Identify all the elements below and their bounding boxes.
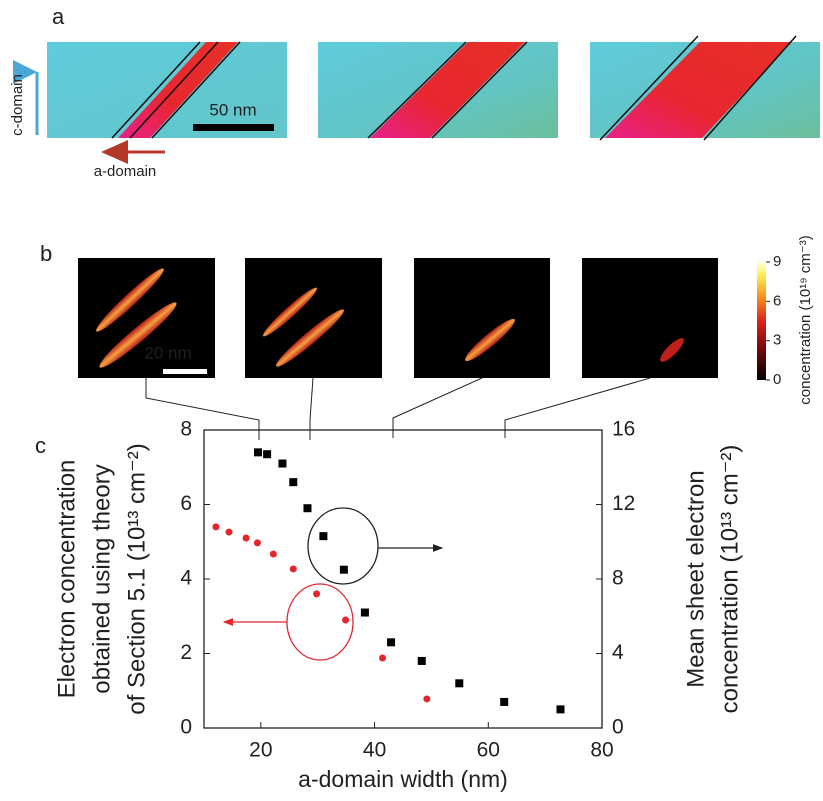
- plot-frame: [203, 429, 603, 729]
- concentration-map: [245, 258, 382, 378]
- data-point: [339, 565, 348, 574]
- y2-tick-label: 12: [612, 492, 635, 515]
- a-domain-label: a-domain: [94, 163, 157, 180]
- c-domain-label: c-domain: [9, 74, 26, 136]
- domain-wall: [111, 41, 201, 139]
- data-point: [379, 654, 387, 662]
- electron-streak: [99, 302, 177, 368]
- data-point: [360, 608, 369, 617]
- data-point: [289, 565, 297, 573]
- data-point: [313, 590, 321, 598]
- scale-label: 20 nm: [144, 343, 191, 362]
- panel-label: c: [35, 433, 46, 458]
- connectors: [145, 377, 651, 440]
- a-domain-band: [118, 42, 238, 138]
- electron-streak: [96, 268, 164, 332]
- x-tick-label: 40: [363, 739, 386, 762]
- connector: [145, 378, 260, 440]
- data-point: [254, 448, 263, 457]
- y-tick-label: 0: [180, 716, 192, 739]
- y-tick-label: 6: [180, 492, 192, 515]
- domain-wall: [151, 41, 241, 139]
- data-point: [289, 478, 298, 487]
- data-point: [417, 656, 426, 665]
- y-tick-label: 4: [180, 567, 192, 590]
- x-axis-label: a-domain width (nm): [298, 766, 508, 792]
- domain-wall: [703, 35, 797, 141]
- data-point: [242, 534, 250, 542]
- data-point: [225, 528, 233, 536]
- y2-axis-label: concentration (10¹³ cm⁻²): [716, 445, 743, 714]
- data-point: [500, 697, 509, 706]
- electron-streak: [465, 318, 515, 362]
- panel-a: 50 nm c-domain a-domain: [9, 35, 820, 180]
- y2-tick-label: 8: [612, 567, 624, 590]
- colorbar: [757, 260, 766, 380]
- domain-wall: [599, 35, 699, 141]
- panel-label: a: [52, 4, 65, 29]
- y-axis-label: of Section 5.1 (10¹³ cm⁻²): [123, 443, 150, 714]
- colorbar-label: concentration (10¹⁹ cm⁻³): [797, 235, 814, 404]
- data-point: [342, 616, 350, 624]
- domain-wall: [431, 41, 528, 139]
- y-axis-label: obtained using theory: [88, 464, 115, 694]
- panel-label: b: [40, 241, 52, 266]
- colorbar-tick-label: 9: [773, 253, 781, 270]
- data-point: [387, 638, 396, 647]
- domain-wall: [129, 41, 219, 139]
- y2-tick-label: 0: [612, 716, 624, 739]
- concentration-map: [582, 258, 718, 378]
- y2-axis-label: Mean sheet electron: [682, 470, 709, 687]
- scale-bar: [163, 369, 207, 374]
- y-axis-label: Electron concentration: [53, 460, 80, 699]
- data-point: [423, 695, 431, 703]
- y2-tick-label: 16: [612, 418, 635, 441]
- colorbar-tick-label: 0: [773, 371, 781, 388]
- electron-streak: [263, 287, 317, 337]
- y2-tick-label: 4: [612, 641, 624, 664]
- annotation-ellipse: [307, 507, 379, 585]
- data-point: [212, 523, 220, 531]
- a-domain-band: [370, 42, 525, 138]
- domain-wall: [367, 41, 467, 139]
- colorbar-tick-label: 6: [773, 292, 781, 309]
- electron-streak: [660, 338, 684, 362]
- electron-streak: [276, 309, 344, 367]
- y-tick-label: 8: [180, 418, 192, 441]
- x-tick-label: 60: [477, 739, 500, 762]
- data-point: [269, 550, 277, 558]
- y-tick-label: 2: [180, 641, 192, 664]
- data-point: [556, 705, 565, 714]
- panel-b: 20 nm concentration (10¹⁹ cm⁻³): [78, 235, 814, 405]
- connector: [504, 377, 651, 438]
- data-point: [278, 459, 287, 468]
- data-point: [253, 539, 261, 547]
- connector: [392, 377, 483, 438]
- colorbar-tick-label: 3: [773, 332, 781, 349]
- data-point: [455, 679, 464, 688]
- connector: [309, 377, 314, 440]
- data-point: [319, 532, 328, 541]
- data-point: [303, 504, 312, 513]
- scale-bar: [193, 124, 274, 131]
- a-domain-band: [605, 42, 792, 138]
- x-tick-label: 80: [590, 739, 613, 762]
- scale-label: 50 nm: [209, 100, 256, 119]
- data-point: [263, 450, 272, 459]
- x-tick-label: 20: [249, 739, 272, 762]
- concentration-map: [414, 258, 550, 378]
